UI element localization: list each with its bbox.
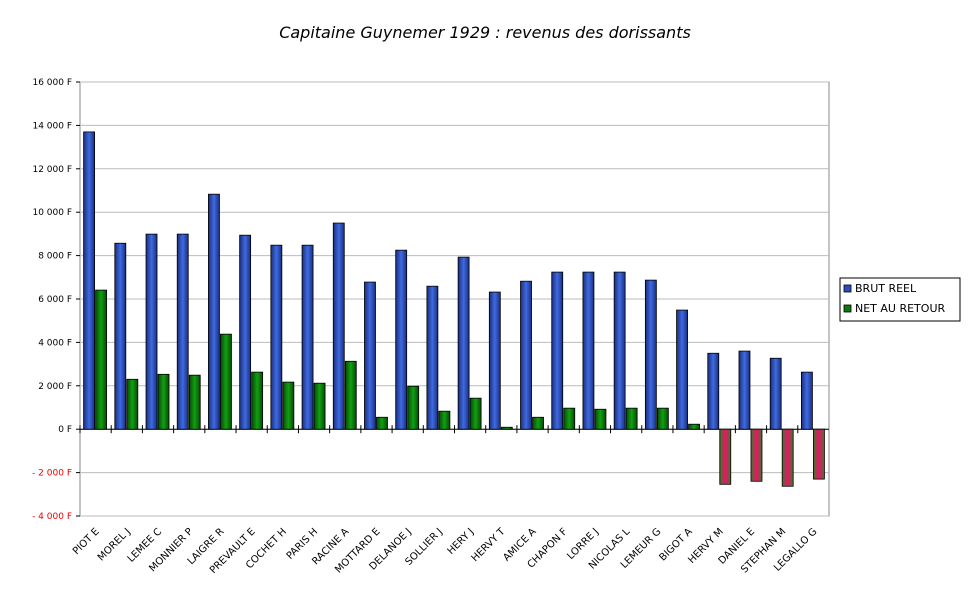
bar-net-au-retour xyxy=(344,360,357,430)
y-tick-label: - 2 000 F xyxy=(32,469,72,479)
bar-net-au-retour xyxy=(469,397,482,430)
bar-brut-reel xyxy=(332,222,345,430)
y-tick-label: 6 000 F xyxy=(38,295,72,305)
bar-brut-reel xyxy=(488,291,501,430)
bar-brut-reel xyxy=(114,242,127,430)
bar-brut-reel xyxy=(426,285,439,430)
bar-brut-reel xyxy=(457,256,470,430)
legend-label: BRUT REEL xyxy=(855,282,917,295)
bar-brut-reel xyxy=(676,309,688,430)
bar-net-au-retour xyxy=(188,374,201,430)
bar-brut-reel xyxy=(800,371,813,430)
y-tick-label: 12 000 F xyxy=(32,165,72,175)
bar-net-au-retour xyxy=(126,378,139,430)
x-tick-label: HERY J xyxy=(446,526,477,557)
legend-swatch xyxy=(843,284,852,293)
bar-brut-reel xyxy=(769,357,782,430)
x-tick-label: HERVY T xyxy=(470,526,508,564)
bar-net-au-retour xyxy=(750,428,763,482)
bar-net-au-retour xyxy=(532,416,544,430)
bar-brut-reel xyxy=(582,271,595,430)
chart-title: Capitaine Guynemer 1929 : revenus des do… xyxy=(279,23,691,42)
bar-brut-reel xyxy=(145,233,158,430)
y-tick-label: - 4 000 F xyxy=(32,512,72,522)
bar-net-au-retour xyxy=(500,426,513,430)
bar-net-au-retour xyxy=(95,289,108,430)
bar-net-au-retour xyxy=(157,373,170,430)
bar-net-au-retour xyxy=(407,385,420,430)
x-tick-label: PIOT E xyxy=(71,526,102,557)
bar-net-au-retour xyxy=(313,382,326,430)
bar-net-au-retour xyxy=(376,416,388,430)
bar-net-au-retour xyxy=(594,408,607,430)
y-tick-label: 0 F xyxy=(58,425,72,435)
y-tick-label: 8 000 F xyxy=(38,252,72,262)
bar-brut-reel xyxy=(551,271,564,430)
legend-swatch xyxy=(843,304,852,313)
bar-net-au-retour xyxy=(688,423,700,430)
legend xyxy=(839,277,961,322)
bar-net-au-retour xyxy=(282,381,295,430)
legend-label: NET AU RETOUR xyxy=(855,302,945,315)
bar-brut-reel xyxy=(239,234,252,430)
bar-brut-reel xyxy=(83,131,96,430)
bar-brut-reel xyxy=(364,281,376,430)
bar-brut-reel xyxy=(613,271,626,430)
bar-net-au-retour xyxy=(781,428,794,487)
y-tick-label: 4 000 F xyxy=(38,338,72,348)
bar-net-au-retour xyxy=(812,428,825,480)
y-tick-label: 10 000 F xyxy=(32,208,72,218)
bar-net-au-retour xyxy=(656,407,669,430)
bar-brut-reel xyxy=(301,244,314,430)
bar-net-au-retour xyxy=(251,371,264,430)
bar-brut-reel xyxy=(520,280,532,430)
bar-brut-reel xyxy=(644,279,657,430)
y-tick-label: 2 000 F xyxy=(38,382,72,392)
bar-brut-reel xyxy=(395,249,408,430)
bar-brut-reel xyxy=(176,233,189,430)
bar-net-au-retour xyxy=(220,333,232,430)
bar-brut-reel xyxy=(707,352,720,430)
y-tick-label: 14 000 F xyxy=(32,121,72,131)
bar-brut-reel xyxy=(270,244,283,430)
bar-brut-reel xyxy=(738,350,751,430)
bar-net-au-retour xyxy=(438,410,451,430)
bar-net-au-retour xyxy=(719,428,732,485)
y-tick-label: 16 000 F xyxy=(32,78,72,88)
bar-net-au-retour xyxy=(563,407,576,430)
bar-net-au-retour xyxy=(625,407,638,430)
bar-brut-reel xyxy=(208,193,220,430)
